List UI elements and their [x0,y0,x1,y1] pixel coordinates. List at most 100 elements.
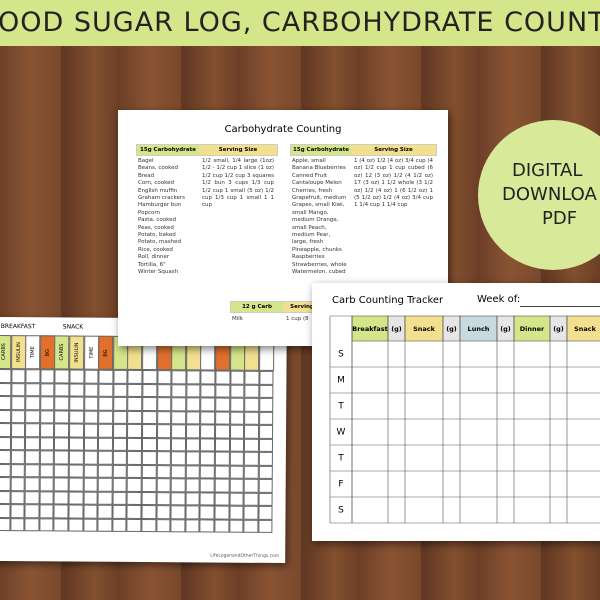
grid-cell [156,370,172,384]
grid-cell [229,438,245,452]
meal-label: BREAKFAST [0,323,36,331]
grid-cell [97,518,113,532]
grid-cell [112,464,128,478]
grid-cell [171,451,186,465]
grid-cell [258,519,273,533]
food-item: small Peach, [292,224,327,231]
grid-cell [156,451,172,465]
header-cell [566,315,600,342]
grid-cell [39,409,55,424]
grid-cell [98,383,114,397]
grid-cell [215,411,230,425]
grid-cell [186,383,201,398]
grid-cell [156,464,172,479]
food-item: Canned Fruit [292,172,328,179]
grid-cell [10,477,25,491]
grid-cell [244,397,260,412]
grid-cell [127,423,143,438]
badge-line: PDF [542,208,578,229]
grid-cell [200,437,215,452]
week-label: Week of: [477,294,521,305]
grid-cell [10,369,26,383]
grid-cell [68,504,84,519]
footer: LifeLoganandOtherThings.com [210,553,280,559]
grid-cell [142,370,158,384]
grid-cell [39,517,54,532]
bg-log-sheet: BREAKFAST SNACK CARBS INSULIN TIME BG CARBS I… [0,316,287,564]
table-header-row: 15g Carbohydrate Serving Size [136,144,278,156]
grid-cell [156,505,171,519]
grid-cell [83,369,99,384]
grid-cell [0,436,11,451]
grid-cell [229,492,244,506]
grid-cell [10,450,26,464]
grid-cell [10,436,26,451]
column-header: CARBS [54,335,70,370]
column-header: INSULIN [69,335,85,370]
grid-cell [214,478,230,493]
grid-cell [24,463,40,478]
grid-cell [200,424,216,439]
food-item: Beans, cooked [138,165,178,172]
week-line [520,306,600,307]
grid-cell [97,477,113,492]
grid-cell [39,504,54,518]
column-header: TIME [25,335,41,370]
grid-cell [185,464,201,479]
column-header: (g) [500,325,511,333]
food-item: medium Pear, [292,232,331,239]
grid-cell [258,478,274,493]
column-header: INSULIN [11,335,26,370]
grid-cell [54,436,70,451]
tracker-grid: Breakfast (g) Snack (g) Lunch (g) Dinner (g) Sna… [329,315,600,524]
table-header: Serving [283,302,321,312]
food-item: Rice, cooked [138,246,173,253]
grid-cell [0,504,11,518]
grid-cell [156,491,171,506]
grid-cell [40,382,55,397]
column-header: Lunch [468,325,490,333]
grid-cell [244,384,260,398]
grid-cell [243,478,259,493]
grid-cell [53,490,69,505]
grid-cell [171,424,186,438]
food-item: Bagel [138,158,154,164]
grid-cell [0,409,11,424]
milk-table: 12 g Carb Serving [230,301,322,313]
food-list: Bagel Beans, cooked Bread Corn, cooked Engli… [138,158,196,277]
grid-cell [126,504,142,519]
grid-cell [185,424,201,438]
table-header: Serving Size [199,145,277,155]
header-cell [351,315,389,342]
grid-cell [112,504,127,519]
grid-cell [199,505,215,520]
grid-cell [200,397,216,412]
serving-text: 1 (4 oz) 1/2 (4 oz) 3/4 cup (4 oz) 1/2 c… [354,158,433,209]
grid-cell [127,383,143,398]
grid-cell [0,490,11,505]
grid-cell [112,477,128,492]
grid-cell [10,423,26,437]
grid-cell [229,370,245,385]
grid-cell [39,477,55,491]
grid-cell [25,423,40,437]
badge-line: DOWNLOA [502,184,597,205]
grid-cell [199,518,215,533]
grid-cell [0,423,11,437]
grid-cell [54,450,69,465]
grid-cell [83,491,98,505]
grid-cell [25,369,41,383]
grid-cell [10,409,26,424]
grid-cell [10,463,26,478]
grid-cell [141,505,157,519]
grid-cell [185,518,200,533]
table-cell: 1 cup (8 [286,316,309,322]
food-item: Graham crackers [138,195,186,202]
grid-cell [83,477,98,492]
grid-cell [68,518,84,532]
banner-title: OOD SUGAR LOG, CARBOHYDRATE COUNT [0,7,600,38]
grid-cell [141,518,157,533]
grid-cell [258,438,274,452]
grid-cell [215,370,231,385]
grid-cell [215,424,230,439]
